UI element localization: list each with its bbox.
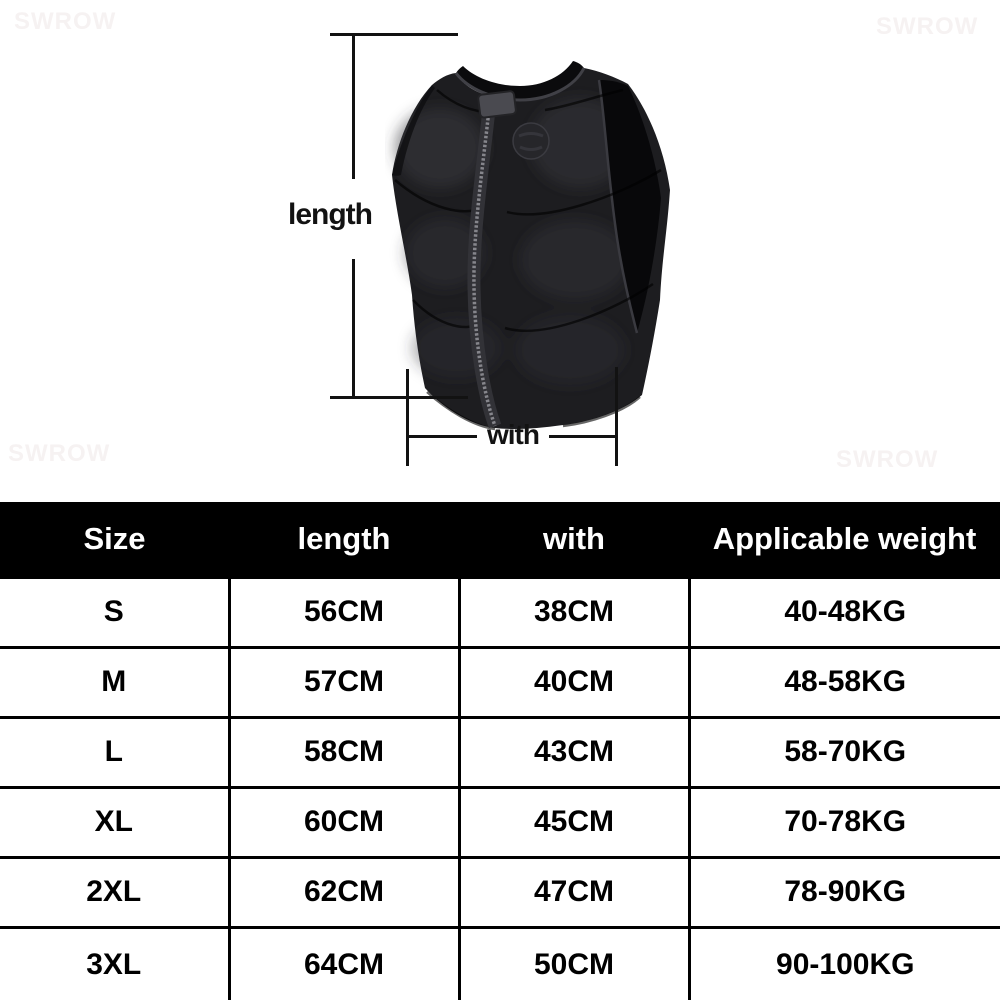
width-line-left-cap <box>406 369 409 466</box>
length-line-upper-segment <box>352 33 355 179</box>
cell-length: 56CM <box>229 575 461 647</box>
table-row-l: L 58CM 43CM 58-70KG <box>0 715 1000 787</box>
cell-width: 40CM <box>459 645 691 717</box>
width-line-right-segment <box>549 435 615 438</box>
watermark-top-left: SWROW <box>14 8 117 35</box>
cell-size: 3XL <box>0 925 231 1000</box>
cell-width: 45CM <box>459 785 691 857</box>
table-row-xl: XL 60CM 45CM 70-78KG <box>0 785 1000 857</box>
cell-weight: 90-100KG <box>689 925 1000 1000</box>
brand-logo-patch <box>512 122 550 160</box>
cell-width: 47CM <box>459 855 691 927</box>
cell-weight: 58-70KG <box>689 715 1000 787</box>
width-line-right-cap <box>615 367 618 466</box>
vest-illustration <box>392 61 670 431</box>
watermark-top-right: SWROW <box>876 13 979 40</box>
length-line-lower-segment <box>352 259 355 399</box>
table-row-s: S 56CM 38CM 40-48KG <box>0 575 1000 647</box>
size-chart-table: Size length with Applicable weight S 56C… <box>0 502 1000 1000</box>
length-label: length <box>288 198 373 231</box>
cell-length: 57CM <box>229 645 461 717</box>
width-line-left-segment <box>409 435 477 438</box>
length-line-top-cap <box>330 33 458 36</box>
header-cell-width: with <box>459 502 689 577</box>
cell-length: 60CM <box>229 785 461 857</box>
cell-size: XL <box>0 785 231 857</box>
header-cell-weight: Applicable weight <box>689 502 1000 577</box>
header-cell-size: Size <box>0 502 229 577</box>
header-cell-length: length <box>229 502 459 577</box>
cell-size: S <box>0 575 231 647</box>
length-line-bottom-cap <box>330 396 468 399</box>
armhole-shadow <box>599 80 661 333</box>
vest-product-photo <box>385 48 677 436</box>
table-row-m: M 57CM 40CM 48-58KG <box>0 645 1000 717</box>
neck-binding <box>454 67 586 102</box>
cell-size: M <box>0 645 231 717</box>
cell-length: 58CM <box>229 715 461 787</box>
cell-width: 38CM <box>459 575 691 647</box>
width-label: with <box>487 419 540 450</box>
watermark-mid-left: SWROW <box>8 440 111 467</box>
cell-weight: 40-48KG <box>689 575 1000 647</box>
cell-length: 62CM <box>229 855 461 927</box>
cell-width: 43CM <box>459 715 691 787</box>
cell-size: L <box>0 715 231 787</box>
cell-length: 64CM <box>229 925 461 1000</box>
cell-size: 2XL <box>0 855 231 927</box>
neck-shadow <box>456 61 584 100</box>
cell-weight: 78-90KG <box>689 855 1000 927</box>
zipper-pull-tab <box>477 90 517 119</box>
cell-weight: 48-58KG <box>689 645 1000 717</box>
cell-weight: 70-78KG <box>689 785 1000 857</box>
armhole-binding <box>597 79 639 334</box>
cell-width: 50CM <box>459 925 691 1000</box>
table-row-2xl: 2XL 62CM 47CM 78-90KG <box>0 855 1000 927</box>
watermark-mid-right: SWROW <box>836 446 939 473</box>
size-chart: Size length with Applicable weight S 56C… <box>0 502 1000 1000</box>
table-row-3xl: 3XL 64CM 50CM 90-100KG <box>0 925 1000 1000</box>
zipper-teeth <box>472 99 497 427</box>
size-chart-header-row: Size length with Applicable weight <box>0 502 1000 577</box>
left-edge-shadow <box>392 85 435 176</box>
